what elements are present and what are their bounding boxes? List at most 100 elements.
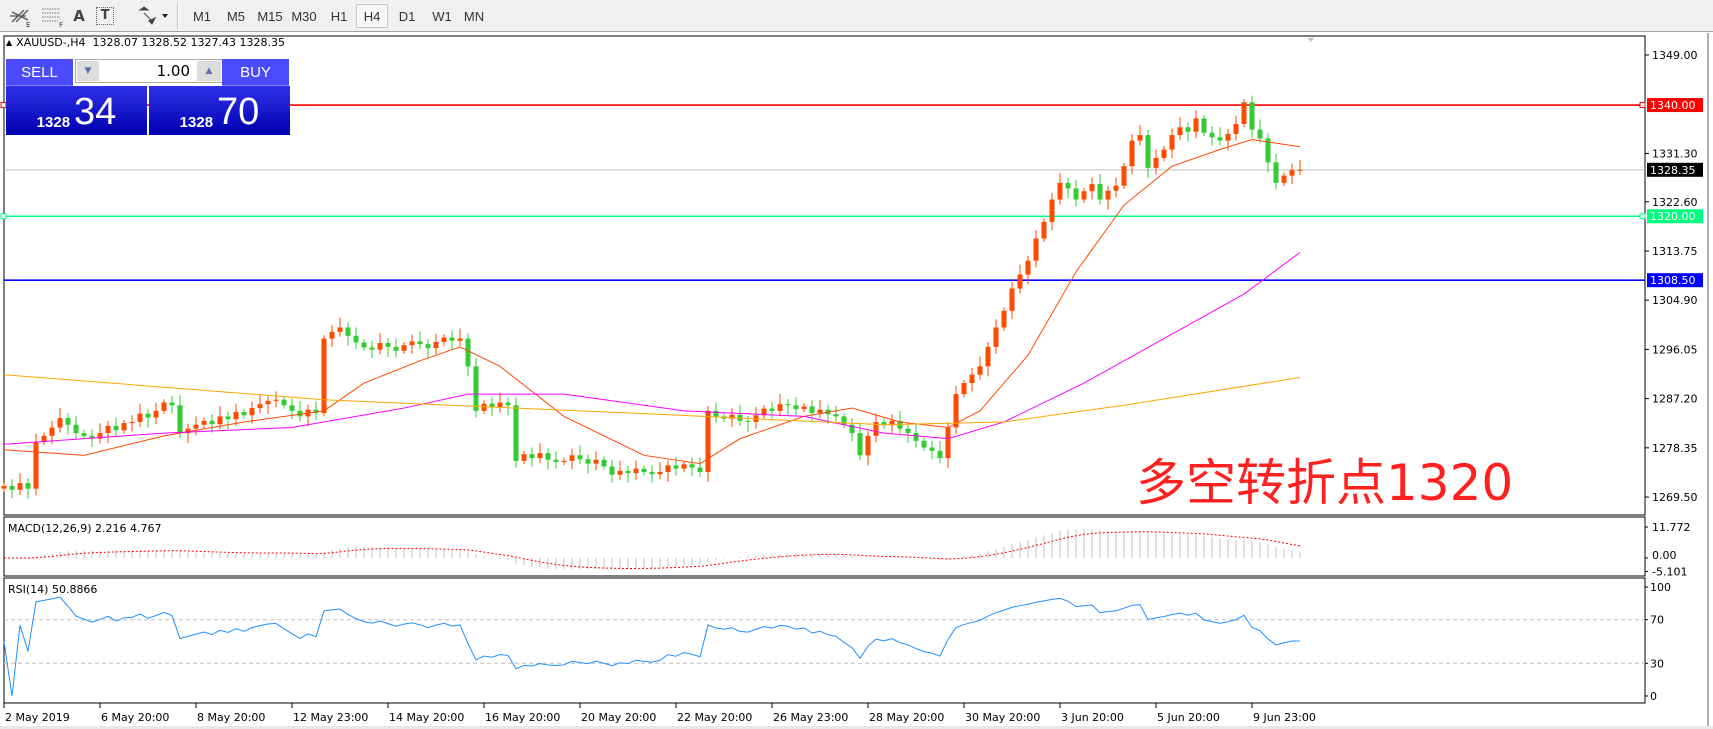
x-tick-label: 8 May 20:00: [197, 711, 265, 724]
line-price-label: 1340.00: [1650, 99, 1696, 112]
candle: [641, 468, 647, 472]
candle: [561, 460, 567, 462]
timeframe-w1[interactable]: W1: [432, 8, 452, 24]
candle: [809, 406, 815, 414]
timeframe-mn[interactable]: MN: [463, 8, 485, 24]
y-tick-label: 1331.30: [1652, 147, 1698, 160]
timeframe-m1[interactable]: M1: [192, 8, 212, 24]
candle: [257, 404, 263, 409]
timeframe-d1[interactable]: D1: [398, 8, 416, 24]
status-strip: [0, 726, 1713, 729]
candle: [441, 337, 447, 342]
candle: [817, 409, 823, 414]
candle: [65, 418, 71, 425]
sell-price[interactable]: 1328 34: [6, 86, 147, 135]
candle: [417, 341, 423, 345]
candle: [209, 420, 215, 425]
candle: [1073, 188, 1079, 200]
sell-button[interactable]: SELL: [6, 59, 73, 86]
candle: [585, 459, 591, 464]
lot-increase-button[interactable]: ▲: [197, 61, 221, 81]
candle: [1265, 138, 1271, 163]
chart-window[interactable]: 1349.00 1331.30 1322.60 1313.75 1304.90 1296.…: [0, 33, 1709, 726]
candle: [113, 425, 119, 431]
candle: [49, 427, 55, 436]
candle: [953, 394, 959, 428]
candle: [81, 433, 87, 436]
candle: [1233, 123, 1239, 134]
candle: [489, 403, 495, 408]
candle: [625, 470, 631, 474]
collapse-triangle-icon[interactable]: ▲: [6, 38, 13, 47]
candle: [385, 343, 391, 347]
candle: [1177, 127, 1183, 136]
candle: [1281, 175, 1287, 183]
lot-input[interactable]: 1.00: [156, 62, 190, 80]
candle: [1169, 135, 1175, 150]
candle: [1129, 140, 1135, 167]
candle: [465, 338, 471, 367]
x-tick-label: 22 May 20:00: [677, 711, 752, 724]
candle: [297, 410, 303, 417]
rsi-tick-label: 100: [1650, 581, 1671, 594]
candle: [1113, 185, 1119, 191]
candle: [553, 459, 559, 462]
candle: [1241, 102, 1247, 124]
candle: [177, 405, 183, 434]
candle: [761, 408, 767, 416]
toolbar-separator: [177, 3, 179, 29]
rsi-title: RSI(14) 50.8866: [8, 583, 97, 596]
candle: [185, 428, 191, 434]
candle: [873, 421, 879, 436]
candle: [409, 341, 415, 346]
candle: [329, 331, 335, 339]
candle: [337, 327, 343, 332]
candle: [609, 466, 615, 475]
candle: [33, 441, 39, 489]
candle: [961, 383, 967, 395]
timeframe-m15[interactable]: M15: [257, 8, 283, 24]
candle: [985, 346, 991, 367]
candle: [41, 435, 47, 442]
candle: [1097, 183, 1103, 200]
macd-tick-label: 0.00: [1652, 549, 1677, 562]
toolbar: E F A T M1 M5 M15 M30 H1 H4 D1 W1 MN: [0, 0, 1713, 32]
buy-price[interactable]: 1328 70: [149, 86, 290, 135]
buy-price-pips: 70: [217, 91, 260, 133]
macd-tick-label: -5.101: [1652, 565, 1687, 578]
candle: [1145, 135, 1151, 168]
sell-price-big: 1328: [36, 114, 71, 131]
candle: [945, 427, 951, 459]
candle: [601, 459, 607, 467]
text-icon[interactable]: A: [73, 7, 85, 25]
candle: [569, 455, 575, 461]
candle: [369, 347, 375, 350]
candle: [449, 337, 455, 341]
candle: [745, 420, 751, 422]
candle: [777, 404, 783, 411]
x-tick-label: 9 Jun 23:00: [1253, 711, 1316, 724]
candle: [433, 341, 439, 349]
text-label-icon[interactable]: T: [94, 4, 116, 28]
chart-annotation[interactable]: 多空转折点1320: [1136, 454, 1514, 512]
timeframe-h4[interactable]: H4: [356, 4, 388, 28]
timeframe-m30[interactable]: M30: [291, 8, 317, 24]
timeframe-m5[interactable]: M5: [226, 8, 246, 24]
candle: [657, 472, 663, 475]
candle: [73, 424, 79, 434]
timeframe-h1[interactable]: H1: [330, 8, 348, 24]
candle: [1297, 169, 1303, 171]
line-price-label-bg: [1647, 98, 1703, 113]
fibonacci-expansion-icon[interactable]: E: [6, 4, 36, 28]
candle: [537, 453, 543, 459]
chart-header: ▲ XAUUSD-,H4 1328.07 1328.52 1327.43 132…: [6, 36, 285, 49]
x-tick-label: 3 Jun 20:00: [1061, 711, 1124, 724]
y-tick-label: 1296.05: [1652, 343, 1698, 356]
lot-decrease-button[interactable]: ▼: [77, 61, 99, 81]
chart-canvas[interactable]: 1349.00 1331.30 1322.60 1313.75 1304.90 1296.…: [0, 33, 1709, 726]
macd-tick-label: 11.772: [1652, 521, 1691, 534]
buy-button[interactable]: BUY: [222, 59, 289, 86]
arrows-icon[interactable]: [135, 4, 171, 28]
y-tick-label: 1349.00: [1652, 49, 1698, 62]
fibonacci-fan-icon[interactable]: F: [38, 4, 68, 28]
